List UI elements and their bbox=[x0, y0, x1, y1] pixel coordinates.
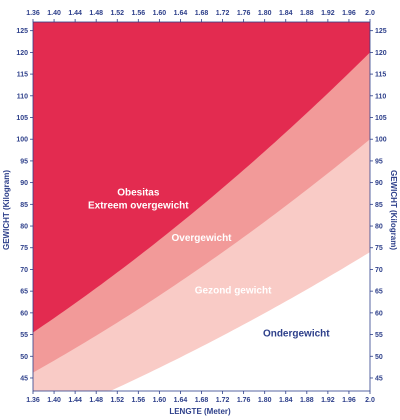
x-tick-label-top: 1.48 bbox=[89, 10, 103, 17]
x-tick-label-top: 1.96 bbox=[342, 10, 356, 17]
y-tick-label-left: 70 bbox=[20, 267, 28, 274]
x-tick-label-bottom: 1.64 bbox=[174, 397, 188, 404]
region-label: Gezond gewicht bbox=[195, 285, 272, 296]
y-tick-label-left: 55 bbox=[20, 332, 28, 339]
x-axis-title: LENGTE (Meter) bbox=[169, 407, 231, 416]
y-tick-label-right: 125 bbox=[375, 28, 387, 35]
y-tick-label-right: 105 bbox=[375, 115, 387, 122]
region-label-line: Ondergewicht bbox=[263, 329, 330, 340]
region-label-line: Extreem overgewicht bbox=[88, 201, 189, 212]
y-tick-label-right: 65 bbox=[375, 289, 383, 296]
x-tick-label-bottom: 1.56 bbox=[132, 397, 146, 404]
x-tick-label-top: 2.0 bbox=[365, 10, 375, 17]
x-tick-label-bottom: 1.36 bbox=[26, 397, 40, 404]
y-tick-label-left: 95 bbox=[20, 158, 28, 165]
region-obesitas bbox=[33, 22, 370, 333]
x-tick-label-bottom: 1.96 bbox=[342, 397, 356, 404]
x-tick-label-bottom: 1.92 bbox=[321, 397, 335, 404]
x-tick-label-top: 1.92 bbox=[321, 10, 335, 17]
x-tick-label-top: 1.76 bbox=[237, 10, 251, 17]
y-tick-label-right: 85 bbox=[375, 202, 383, 209]
x-tick-label-bottom: 1.88 bbox=[300, 397, 314, 404]
y-tick-label-left: 125 bbox=[16, 28, 28, 35]
region-label-line: Gezond gewicht bbox=[195, 285, 272, 296]
x-tick-label-bottom: 1.48 bbox=[89, 397, 103, 404]
y-tick-label-right: 55 bbox=[375, 332, 383, 339]
y-tick-label-left: 80 bbox=[20, 224, 28, 231]
y-tick-label-right: 45 bbox=[375, 375, 383, 382]
y-axis-title-left: GEWICHT (Kilogram) bbox=[2, 170, 11, 250]
y-tick-label-right: 110 bbox=[375, 93, 386, 100]
y-tick-label-left: 115 bbox=[17, 72, 28, 79]
region-label: Ondergewicht bbox=[263, 329, 330, 340]
y-tick-label-right: 80 bbox=[375, 224, 383, 231]
x-tick-label-bottom: 1.80 bbox=[258, 397, 272, 404]
y-tick-label-right: 115 bbox=[375, 72, 386, 79]
y-tick-label-right: 70 bbox=[375, 267, 383, 274]
y-tick-label-left: 120 bbox=[16, 50, 28, 57]
x-tick-label-top: 1.44 bbox=[68, 10, 82, 17]
y-tick-label-right: 100 bbox=[375, 137, 387, 144]
x-tick-label-bottom: 1.84 bbox=[279, 397, 293, 404]
y-tick-label-left: 75 bbox=[20, 245, 28, 252]
y-tick-label-right: 75 bbox=[375, 245, 383, 252]
region-label-line: Obesitas bbox=[117, 188, 160, 199]
y-tick-label-left: 60 bbox=[20, 310, 28, 317]
x-tick-label-bottom: 1.40 bbox=[47, 397, 61, 404]
x-tick-label-top: 1.80 bbox=[258, 10, 272, 17]
y-tick-label-left: 45 bbox=[20, 375, 28, 382]
x-tick-label-bottom: 1.60 bbox=[153, 397, 167, 404]
x-tick-label-top: 1.52 bbox=[110, 10, 124, 17]
x-tick-label-bottom: 1.52 bbox=[110, 397, 124, 404]
y-tick-label-right: 95 bbox=[375, 158, 383, 165]
bmi-regions bbox=[33, 22, 370, 391]
y-tick-label-right: 90 bbox=[375, 180, 383, 187]
region-label: Overgewicht bbox=[171, 233, 232, 244]
x-tick-label-bottom: 2.0 bbox=[365, 397, 375, 404]
y-tick-label-left: 105 bbox=[16, 115, 28, 122]
x-tick-label-bottom: 1.72 bbox=[216, 397, 230, 404]
x-tick-label-bottom: 1.68 bbox=[195, 397, 209, 404]
y-tick-label-left: 90 bbox=[20, 180, 28, 187]
x-tick-label-top: 1.60 bbox=[153, 10, 167, 17]
y-tick-label-right: 60 bbox=[375, 310, 383, 317]
y-tick-label-right: 50 bbox=[375, 354, 383, 361]
y-tick-label-left: 50 bbox=[20, 354, 28, 361]
x-tick-label-top: 1.56 bbox=[132, 10, 146, 17]
region-label: Obesitas Extreem overgewicht bbox=[88, 188, 189, 212]
region-label-line: Overgewicht bbox=[171, 233, 232, 244]
x-tick-label-top: 1.64 bbox=[174, 10, 188, 17]
x-tick-label-bottom: 1.44 bbox=[68, 397, 82, 404]
x-tick-label-top: 1.84 bbox=[279, 10, 293, 17]
axis-ticks: 1.36 1.36 1.40 1.40 1.44 1.44 1.48 1.48 1.52 1.52… bbox=[16, 10, 386, 404]
y-tick-label-left: 65 bbox=[20, 289, 28, 296]
x-tick-label-top: 1.36 bbox=[26, 10, 40, 17]
x-tick-label-top: 1.40 bbox=[47, 10, 61, 17]
x-tick-label-top: 1.68 bbox=[195, 10, 209, 17]
y-tick-label-left: 110 bbox=[17, 93, 28, 100]
y-axis-title-right: GEWICHT (Kilogram) bbox=[389, 170, 398, 250]
x-tick-label-top: 1.72 bbox=[216, 10, 230, 17]
x-tick-label-bottom: 1.76 bbox=[237, 397, 251, 404]
region-labels: Obesitas Extreem overgewicht Overgewicht Ge… bbox=[88, 188, 330, 340]
y-tick-label-right: 120 bbox=[375, 50, 387, 57]
x-tick-label-top: 1.88 bbox=[300, 10, 314, 17]
y-tick-label-left: 100 bbox=[16, 137, 28, 144]
y-tick-label-left: 85 bbox=[20, 202, 28, 209]
